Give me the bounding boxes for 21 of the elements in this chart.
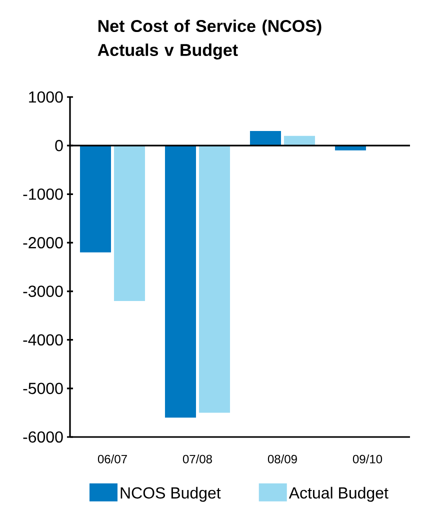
y-tick-label: -2000 xyxy=(23,237,63,248)
y-tick-label: 0 xyxy=(55,140,63,152)
y-tick-label: -3000 xyxy=(23,286,63,297)
y-tick-label: -6000 xyxy=(23,431,63,443)
y-tick-label: -1000 xyxy=(23,188,63,200)
x-tick-label: 07/08 xyxy=(182,454,212,464)
bar xyxy=(284,136,315,146)
bar xyxy=(114,146,145,301)
x-tick-label: 08/09 xyxy=(268,454,297,464)
chart-title: Net Cost of Service (NCOS) Actuals v Budget xyxy=(98,20,322,60)
bar xyxy=(198,146,230,413)
y-tick-label: -4000 xyxy=(23,334,63,346)
legend-label: Actual Budget xyxy=(288,486,388,502)
bar xyxy=(80,146,111,252)
bar xyxy=(164,146,196,418)
y-tick-label: -5000 xyxy=(23,382,63,394)
x-tick-label: 09/10 xyxy=(352,454,382,464)
y-tick-label: 1000 xyxy=(29,91,63,103)
bar xyxy=(250,131,281,146)
x-tick-label: 06/07 xyxy=(98,454,127,464)
legend-label: NCOS Budget xyxy=(120,486,221,502)
